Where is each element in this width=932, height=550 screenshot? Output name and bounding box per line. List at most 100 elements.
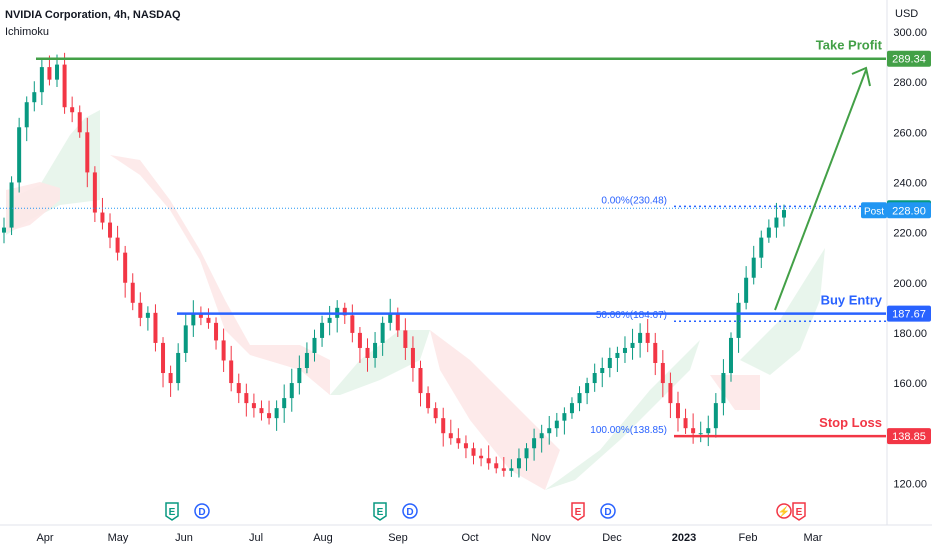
candle-body <box>214 322 219 341</box>
candle-body <box>509 468 514 471</box>
event-earnings-icon <box>373 502 387 521</box>
price-tag: Post <box>864 206 884 217</box>
event-letter: D <box>406 507 413 518</box>
candle-body <box>660 362 665 384</box>
candle-body <box>516 458 521 469</box>
candle-body <box>388 312 393 323</box>
x-tick-label: Aug <box>313 532 333 544</box>
x-tick-label: Mar <box>804 532 823 544</box>
x-tick-label: Jun <box>175 532 193 544</box>
event-letter: E <box>377 507 384 518</box>
candle-body <box>683 418 688 429</box>
candle-body <box>9 182 14 228</box>
event-earnings-icon <box>571 502 585 521</box>
candle-body <box>463 443 468 449</box>
ichimoku-cloud <box>330 330 430 395</box>
candle-body <box>100 212 105 223</box>
y-tick-label: 180.00 <box>893 328 927 340</box>
candle-body <box>630 342 635 348</box>
y-tick-label: 200.00 <box>893 278 927 290</box>
target-arrow-head <box>851 66 871 87</box>
candle-body <box>251 403 256 409</box>
candle-body <box>297 368 302 384</box>
candle-body <box>138 302 143 318</box>
price-label: 289.34 <box>892 54 926 66</box>
candle-body <box>62 64 67 108</box>
price-label-box <box>887 305 931 322</box>
candle-body <box>426 393 431 409</box>
event-letter: E <box>575 507 582 518</box>
candle-body <box>267 413 272 419</box>
event-earnings-icon <box>165 502 179 521</box>
candle-body <box>77 112 82 133</box>
candle-body <box>342 307 347 316</box>
event-dividend-icon <box>600 503 616 519</box>
fib-level-label: 50.00%(184.67) <box>596 310 667 321</box>
candle-body <box>274 408 279 419</box>
candle-body <box>395 312 400 331</box>
candle-body <box>161 342 166 374</box>
candle-body <box>410 347 415 369</box>
price-label-box <box>887 50 931 67</box>
price-label: 228.90 <box>892 205 926 217</box>
candle-body <box>115 237 120 253</box>
fib-level-label: 100.00%(138.85) <box>590 425 667 436</box>
y-tick-label: 240.00 <box>893 177 927 189</box>
candle-body <box>130 282 135 303</box>
candle-body <box>236 383 241 394</box>
price-label-box <box>887 202 931 219</box>
candle-body <box>766 227 771 238</box>
candle-body <box>713 403 718 429</box>
candle-body <box>638 332 643 343</box>
ichimoku-cloud <box>6 182 60 232</box>
candle-body <box>471 448 476 456</box>
candle-body <box>380 322 385 343</box>
ichimoku-cloud <box>110 155 330 395</box>
candle-body <box>479 455 484 459</box>
candle-body <box>721 373 726 404</box>
candle-body <box>191 312 196 326</box>
candle-body <box>653 342 658 363</box>
event-dividend-icon <box>402 503 418 519</box>
y-tick-label: 280.00 <box>893 77 927 89</box>
candle-body <box>2 227 6 233</box>
event-letter: D <box>604 507 611 518</box>
candle-body <box>569 403 574 414</box>
candle-body <box>433 408 438 419</box>
candle-body <box>585 383 590 394</box>
x-tick-label: Dec <box>602 532 622 544</box>
event-letter: E <box>169 507 176 518</box>
candle-body <box>176 352 181 384</box>
candle-body <box>357 332 362 348</box>
candle-body <box>592 373 597 384</box>
x-tick-label: Sep <box>388 532 408 544</box>
candle-body <box>198 312 203 318</box>
candle-body <box>615 352 620 358</box>
candle-body <box>577 393 582 404</box>
x-tick-label: Nov <box>531 532 551 544</box>
candle-body <box>229 360 234 384</box>
candle-body <box>418 368 423 394</box>
candle-body <box>259 408 264 414</box>
target-arrow <box>774 69 867 311</box>
indicator-label[interactable]: Ichimoku <box>5 26 50 38</box>
level-label: Stop Loss <box>819 415 882 430</box>
candle-body <box>327 317 332 323</box>
candle-body <box>728 337 733 374</box>
candle-body <box>448 433 453 439</box>
candle-body <box>304 352 309 369</box>
price-label: 138.85 <box>892 431 926 443</box>
candle-body <box>668 383 673 404</box>
x-tick-label: 2023 <box>672 532 696 544</box>
candle-body <box>24 102 29 128</box>
candle-body <box>373 342 378 358</box>
x-tick-label: Apr <box>36 532 53 544</box>
candle-body <box>244 393 249 404</box>
candle-body <box>289 383 294 399</box>
level-label: Buy Entry <box>821 293 883 308</box>
candle-body <box>350 315 355 333</box>
candle-body <box>206 317 211 323</box>
candle-body <box>562 413 567 421</box>
candle-body <box>145 312 150 318</box>
